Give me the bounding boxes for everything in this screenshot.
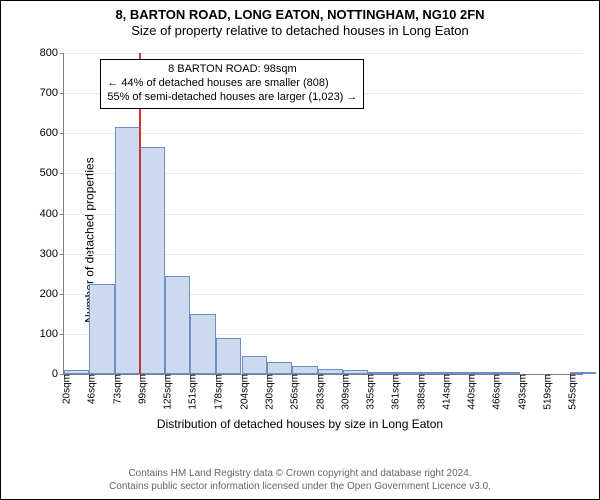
histogram-bar — [242, 356, 267, 374]
title-line-2: Size of property relative to detached ho… — [1, 23, 599, 39]
y-tick-label: 600 — [40, 127, 64, 139]
x-tick-label: 466sqm — [486, 374, 503, 410]
x-tick-label: 151sqm — [182, 374, 199, 410]
x-tick-label: 388sqm — [411, 374, 428, 410]
histogram-bar — [190, 314, 216, 374]
histogram-bar — [115, 127, 140, 374]
y-tick-label: 500 — [40, 167, 64, 179]
footer-line-1: Contains HM Land Registry data © Crown c… — [1, 468, 599, 481]
x-tick-label: 204sqm — [233, 374, 250, 410]
y-tick-label: 200 — [40, 288, 64, 300]
histogram-bar — [343, 370, 368, 374]
x-tick-label: 283sqm — [309, 374, 326, 410]
histogram-bar — [368, 372, 393, 374]
footer-line-2: Contains public sector information licen… — [1, 481, 599, 494]
annotation-line-1: 8 BARTON ROAD: 98sqm — [107, 63, 357, 77]
x-axis-label: Distribution of detached houses by size … — [1, 417, 599, 431]
x-tick-label: 20sqm — [56, 374, 73, 404]
x-tick-label: 545sqm — [562, 374, 579, 410]
y-tick-label: 100 — [40, 328, 64, 340]
plot-area: 010020030040050060070080020sqm46sqm73sqm… — [63, 53, 583, 375]
x-tick-label: 46sqm — [81, 374, 98, 404]
x-tick-label: 493sqm — [512, 374, 529, 410]
histogram-bar — [494, 372, 520, 374]
x-tick-label: 99sqm — [132, 374, 149, 404]
x-tick-label: 125sqm — [157, 374, 174, 410]
annotation-line-3: 55% of semi-detached houses are larger (… — [107, 91, 357, 105]
annotation-line-2: ← 44% of detached houses are smaller (80… — [107, 77, 357, 91]
histogram-bar — [64, 370, 89, 374]
y-tick-label: 800 — [40, 47, 64, 59]
histogram-bar — [267, 362, 292, 374]
title-area: 8, BARTON ROAD, LONG EATON, NOTTINGHAM, … — [1, 1, 599, 40]
histogram-bar — [393, 372, 419, 374]
y-tick-label: 700 — [40, 87, 64, 99]
annotation-box: 8 BARTON ROAD: 98sqm← 44% of detached ho… — [100, 59, 364, 108]
figure-container: 8, BARTON ROAD, LONG EATON, NOTTINGHAM, … — [0, 0, 600, 500]
title-line-1: 8, BARTON ROAD, LONG EATON, NOTTINGHAM, … — [1, 7, 599, 23]
x-tick-label: 178sqm — [208, 374, 225, 410]
x-tick-label: 414sqm — [436, 374, 453, 410]
attribution-footer: Contains HM Land Registry data © Crown c… — [1, 468, 599, 493]
histogram-bar — [570, 372, 595, 374]
x-tick-label: 361sqm — [384, 374, 401, 410]
x-tick-label: 256sqm — [283, 374, 300, 410]
histogram-bar — [292, 366, 318, 374]
histogram-bar — [89, 284, 115, 374]
x-tick-label: 335sqm — [359, 374, 376, 410]
y-tick-label: 400 — [40, 208, 64, 220]
histogram-bar — [165, 276, 190, 374]
histogram-bar — [444, 372, 469, 374]
x-tick-label: 309sqm — [334, 374, 351, 410]
x-tick-label: 73sqm — [107, 374, 124, 404]
histogram-bar — [216, 338, 241, 374]
chart-area: Number of detached properties 0100200300… — [1, 47, 599, 433]
histogram-bar — [469, 372, 494, 374]
histogram-bar — [419, 372, 444, 374]
x-tick-label: 230sqm — [258, 374, 275, 410]
histogram-bar — [140, 147, 165, 374]
histogram-bar — [318, 369, 343, 374]
axes: 010020030040050060070080020sqm46sqm73sqm… — [63, 53, 583, 375]
x-tick-label: 519sqm — [537, 374, 554, 410]
x-tick-label: 440sqm — [461, 374, 478, 410]
y-tick-label: 300 — [40, 248, 64, 260]
